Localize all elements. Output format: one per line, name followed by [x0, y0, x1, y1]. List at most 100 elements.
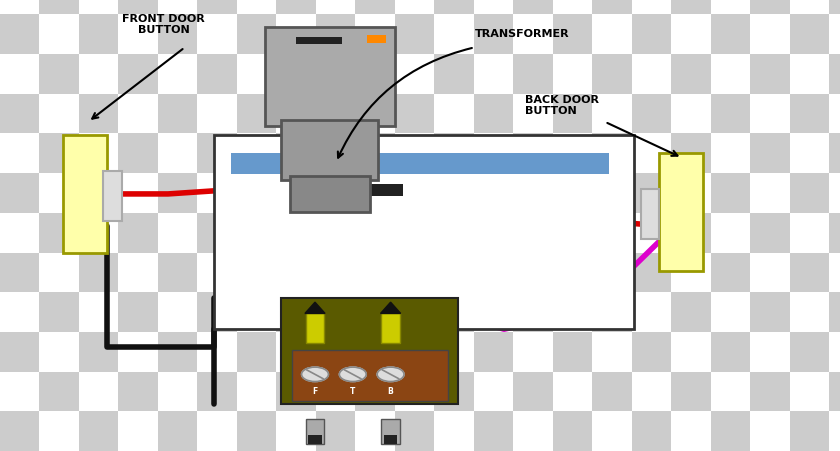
Bar: [316, 14, 355, 54]
Bar: [79, 173, 118, 213]
Bar: [711, 0, 750, 14]
Bar: [214, 135, 634, 329]
Bar: [197, 372, 237, 411]
Bar: [829, 292, 840, 332]
Text: TRANSFORMER: TRANSFORMER: [475, 29, 570, 39]
Bar: [632, 173, 671, 213]
Bar: [158, 253, 197, 292]
Bar: [158, 14, 197, 54]
Bar: [237, 332, 276, 372]
Bar: [158, 292, 197, 332]
Bar: [237, 253, 276, 292]
Bar: [79, 411, 118, 451]
Bar: [39, 253, 79, 292]
Bar: [750, 253, 790, 292]
Bar: [632, 0, 671, 14]
Bar: [513, 133, 553, 173]
Bar: [553, 14, 592, 54]
Bar: [711, 372, 750, 411]
Bar: [0, 14, 39, 54]
Bar: [197, 292, 237, 332]
Bar: [790, 292, 829, 332]
Bar: [434, 14, 474, 54]
Bar: [39, 0, 79, 14]
Bar: [0, 253, 39, 292]
Bar: [384, 435, 397, 444]
Bar: [671, 133, 711, 173]
Circle shape: [302, 367, 328, 382]
Bar: [671, 292, 711, 332]
Bar: [434, 292, 474, 332]
Bar: [39, 292, 79, 332]
Bar: [118, 133, 158, 173]
Bar: [553, 332, 592, 372]
Bar: [158, 173, 197, 213]
Bar: [395, 213, 434, 253]
Bar: [750, 213, 790, 253]
Bar: [79, 213, 118, 253]
Bar: [118, 213, 158, 253]
Bar: [671, 332, 711, 372]
Bar: [513, 0, 553, 14]
Bar: [592, 292, 632, 332]
Bar: [276, 213, 316, 253]
Bar: [276, 292, 316, 332]
Bar: [829, 0, 840, 14]
Bar: [0, 54, 39, 94]
Bar: [553, 372, 592, 411]
Bar: [632, 213, 671, 253]
Bar: [592, 54, 632, 94]
Bar: [671, 372, 711, 411]
Bar: [197, 133, 237, 173]
Bar: [0, 94, 39, 133]
Bar: [0, 332, 39, 372]
Bar: [474, 292, 513, 332]
Bar: [790, 173, 829, 213]
Bar: [237, 372, 276, 411]
Bar: [0, 133, 39, 173]
Bar: [231, 153, 609, 174]
Bar: [513, 94, 553, 133]
Bar: [39, 94, 79, 133]
Bar: [592, 411, 632, 451]
Bar: [711, 292, 750, 332]
Bar: [158, 411, 197, 451]
Bar: [513, 253, 553, 292]
Bar: [553, 54, 592, 94]
Bar: [553, 213, 592, 253]
Bar: [118, 54, 158, 94]
Circle shape: [339, 367, 366, 382]
Bar: [711, 411, 750, 451]
Bar: [316, 54, 355, 94]
Bar: [79, 54, 118, 94]
Bar: [276, 54, 316, 94]
Bar: [632, 133, 671, 173]
Bar: [750, 372, 790, 411]
Bar: [434, 54, 474, 94]
Bar: [395, 292, 434, 332]
Bar: [281, 298, 458, 404]
Bar: [434, 133, 474, 173]
Bar: [158, 332, 197, 372]
Polygon shape: [381, 302, 401, 313]
Bar: [711, 253, 750, 292]
Bar: [395, 133, 434, 173]
Bar: [434, 94, 474, 133]
Bar: [395, 14, 434, 54]
Bar: [237, 292, 276, 332]
Bar: [829, 372, 840, 411]
Bar: [790, 213, 829, 253]
Bar: [553, 94, 592, 133]
Bar: [592, 372, 632, 411]
Bar: [118, 292, 158, 332]
Bar: [316, 372, 355, 411]
Bar: [306, 419, 324, 444]
Bar: [158, 94, 197, 133]
Bar: [513, 14, 553, 54]
Bar: [474, 54, 513, 94]
Bar: [355, 292, 395, 332]
Bar: [711, 94, 750, 133]
Bar: [197, 213, 237, 253]
Bar: [671, 14, 711, 54]
Bar: [711, 14, 750, 54]
